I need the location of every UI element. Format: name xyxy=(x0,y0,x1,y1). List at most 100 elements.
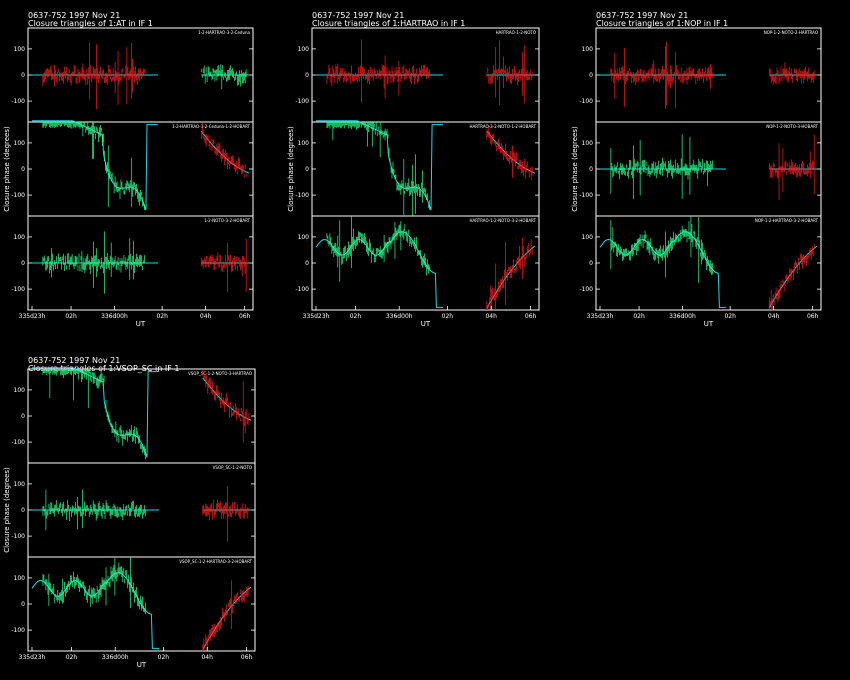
triangle-panel: 100 0 -100 1-2-NOTO-3-2-HOBART 335d23h 02h 336… xyxy=(11,215,254,328)
triangle-panel: 100 0 -100 1-2-HARTRAO-3-2-Ceduna-1-2-HOBAR… xyxy=(11,120,254,217)
panel-baseline-label: 1-2-NOTO-3-2-HOBART xyxy=(204,218,250,223)
plot-header-title: Closure triangles of 1:HARTRAO in IF 1 xyxy=(312,19,465,28)
x-tick-label: 02h xyxy=(442,313,454,320)
x-tick-label: 02h xyxy=(724,313,736,320)
x-tick-label: 04h xyxy=(200,313,212,320)
x-axis-label: UT xyxy=(136,320,146,328)
y-tick-label: 100 xyxy=(14,481,26,488)
triangle-panel: 100 0 -100 VSOP_SC-1-2-HARTRAO-3-2-HOBART 33… xyxy=(11,556,256,669)
y-axis-label: Closure phase (degrees) xyxy=(3,467,11,553)
x-tick-label: 06h xyxy=(241,654,253,661)
triangle-panel: 100 0 -100 VSOP_SC-1-2-NOTO-3-HARTRAO xyxy=(11,367,256,464)
x-tick-label: 06h xyxy=(525,313,537,320)
x-tick-label: 336d00h xyxy=(386,313,413,320)
y-tick-label: -100 xyxy=(295,286,309,293)
x-tick-label: 335d23h xyxy=(19,313,46,320)
model-curve xyxy=(599,231,818,309)
y-tick-label: 0 xyxy=(589,72,593,79)
x-tick-label: 04h xyxy=(485,313,497,320)
panel-baseline-label: 1-2-HARTRAO-3-2-Ceduna-1-2-HOBART xyxy=(172,124,250,129)
y-tick-label: 100 xyxy=(298,140,310,147)
y-tick-label: 0 xyxy=(589,166,593,173)
y-axis-label: Closure phase (degrees) xyxy=(571,126,579,212)
triangle-panel: 100 0 -100 NOP-1-2-HARTRAO-3-2-HOBART 335d23… xyxy=(579,215,822,328)
triangle-panel: 100 0 -100 1-2-HARTRAO-3-2-Ceduna xyxy=(11,27,254,123)
x-tick-label: 02h xyxy=(156,313,168,320)
x-tick-label: 02h xyxy=(66,654,78,661)
y-tick-label: 100 xyxy=(298,46,310,53)
triangle-panel: 100 0 -100 HARTRAO-3-2-NOTO-1-2-HOBART xyxy=(295,120,540,217)
triangle-panel: 100 0 -100 VSOP_SC-1-2-NOTO xyxy=(11,462,256,558)
panel-baseline-label: VSOP_SC-1-2-HARTRAO-3-2-HOBART xyxy=(179,559,252,564)
x-tick-label: 02h xyxy=(350,313,362,320)
plot-header-source: 0637-752 1997 Nov 21 xyxy=(596,11,688,20)
x-tick-label: 02h xyxy=(158,654,170,661)
y-tick-label: 100 xyxy=(582,234,594,241)
y-tick-label: 0 xyxy=(305,72,309,79)
y-tick-label: 100 xyxy=(14,234,26,241)
y-tick-label: 0 xyxy=(589,260,593,267)
y-tick-label: -100 xyxy=(11,533,25,540)
plot-header-source: 0637-752 1997 Nov 21 xyxy=(312,11,404,20)
y-tick-label: -100 xyxy=(579,192,593,199)
plot-header-title: Closure triangles of 1:NOP in IF 1 xyxy=(596,19,728,28)
x-tick-label: 06h xyxy=(807,313,819,320)
panel-frame xyxy=(311,121,540,217)
y-tick-label: 100 xyxy=(298,234,310,241)
x-tick-label: 335d23h xyxy=(303,313,330,320)
panel-baseline-label: HARTRAO-1-2-NOTO-3-2-HOBART xyxy=(470,218,537,223)
panel-baseline-label: NOP-1-2-NOTO-2-HARTRAO xyxy=(764,30,818,35)
panel-baseline-label: HARTRAO-3-2-NOTO-1-2-HOBART xyxy=(470,124,537,129)
panel-baseline-label: NOP-1-2-HARTRAO-3-2-HOBART xyxy=(755,218,819,223)
plot-header-title: Closure triangles of 1:AT in IF 1 xyxy=(28,19,153,28)
model-curve xyxy=(32,367,252,458)
y-tick-label: 100 xyxy=(14,140,26,147)
y-tick-label: 0 xyxy=(21,260,25,267)
y-tick-label: 0 xyxy=(21,507,25,514)
y-tick-label: 100 xyxy=(14,387,26,394)
x-axis-label: UT xyxy=(421,320,431,328)
x-axis-label: UT xyxy=(704,320,714,328)
y-tick-label: 100 xyxy=(582,46,594,53)
model-curve xyxy=(316,120,536,211)
x-tick-label: 336d00h xyxy=(101,313,128,320)
x-tick-label: 04h xyxy=(201,654,213,661)
x-tick-label: 336d00h xyxy=(102,654,129,661)
triangle-panel: 100 0 -100 HARTRAO-1-2-NOTO-3-2-HOBART 335d2… xyxy=(295,215,540,328)
y-tick-label: -100 xyxy=(11,439,25,446)
y-tick-label: -100 xyxy=(579,286,593,293)
panel-baseline-label: NOP-1-2-NOTO-3-HOBART xyxy=(766,124,818,129)
y-tick-label: -100 xyxy=(579,98,593,105)
y-tick-label: -100 xyxy=(295,192,309,199)
y-tick-label: 100 xyxy=(582,140,594,147)
x-tick-label: 06h xyxy=(239,313,251,320)
panel-baseline-label: 1-2-HARTRAO-3-2-Ceduna xyxy=(198,30,250,35)
y-tick-label: -100 xyxy=(11,98,25,105)
y-tick-label: 0 xyxy=(21,413,25,420)
y-tick-label: -100 xyxy=(11,286,25,293)
y-tick-label: 0 xyxy=(21,601,25,608)
y-tick-label: 0 xyxy=(305,260,309,267)
y-tick-label: -100 xyxy=(295,98,309,105)
y-tick-label: 100 xyxy=(14,46,26,53)
x-axis-label: UT xyxy=(137,661,147,669)
x-tick-label: 02h xyxy=(633,313,645,320)
panel-baseline-label: VSOP_SC-1-2-NOTO-3-HARTRAO xyxy=(188,371,252,376)
panel-baseline-label: VSOP_SC-1-2-NOTO xyxy=(213,465,252,470)
y-tick-label: 100 xyxy=(14,575,26,582)
plot-header-source: 0637-752 1997 Nov 21 xyxy=(28,356,120,365)
x-tick-label: 335d23h xyxy=(587,313,614,320)
plot-header-source: 0637-752 1997 Nov 21 xyxy=(28,11,120,20)
y-tick-label: 0 xyxy=(305,166,309,173)
x-tick-label: 336d00h xyxy=(669,313,696,320)
triangle-panel: 100 0 -100 NOP-1-2-NOTO-3-HOBART xyxy=(579,121,822,217)
y-tick-label: 0 xyxy=(21,72,25,79)
x-tick-label: 02h xyxy=(65,313,77,320)
panel-baseline-label: HARTRAO-1-2-NOTO xyxy=(496,30,536,35)
y-tick-label: -100 xyxy=(11,192,25,199)
